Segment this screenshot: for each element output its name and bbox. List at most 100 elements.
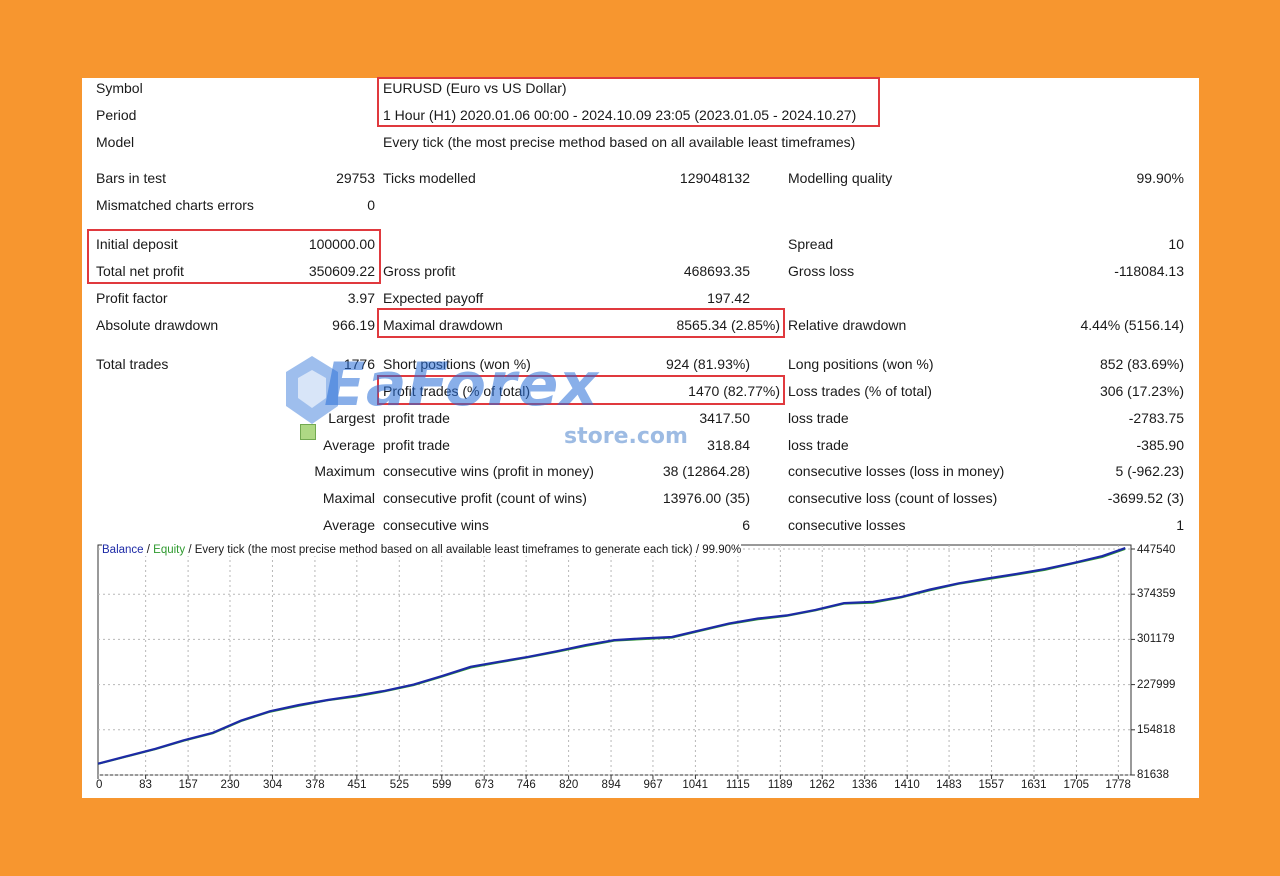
grossloss-label: Gross loss	[788, 263, 855, 279]
x-tick-label: 746	[516, 779, 536, 791]
y-tick-label: 301179	[1137, 633, 1175, 646]
absdd-label: Absolute drawdown	[96, 317, 219, 333]
pf-value: 3.97	[347, 290, 375, 306]
x-tick-label: 1115	[725, 779, 750, 791]
maxdd-label: Maximal drawdown	[383, 317, 503, 333]
x-tick-label: 378	[305, 779, 325, 791]
x-tick-label: 820	[559, 779, 579, 791]
short-label: Short positions (won %)	[383, 356, 531, 372]
avg-losses-value: 1	[1176, 517, 1184, 533]
maxdd-value: 8565.34 (2.85%)	[676, 317, 780, 333]
x-tick-label: 1778	[1105, 779, 1131, 791]
x-tick-label: 157	[178, 779, 198, 791]
avg-wins-value: 6	[742, 517, 750, 533]
x-tick-label: 1041	[682, 779, 708, 791]
symbol-label: Symbol	[96, 80, 143, 96]
netprofit-label: Total net profit	[96, 263, 184, 279]
long-value: 852 (83.69%)	[1099, 356, 1184, 372]
period-value: 1 Hour (H1) 2020.01.06 00:00 - 2024.10.0…	[383, 107, 857, 123]
trades-label: Total trades	[96, 356, 169, 372]
max-losses-label: consecutive losses (loss in money)	[788, 463, 1005, 479]
legend-description: / Every tick (the most precise method ba…	[185, 544, 742, 556]
x-tick-label: 1410	[894, 779, 920, 791]
ticks-value: 129048132	[679, 170, 750, 186]
max-wins-value: 38 (12864.28)	[662, 463, 750, 479]
spread-value: 10	[1168, 236, 1184, 252]
grossprofit-value: 468693.35	[683, 263, 750, 279]
x-tick-label: 1705	[1063, 779, 1090, 791]
mismatch-value: 0	[367, 197, 375, 213]
max-wins-label: consecutive wins (profit in money)	[383, 463, 594, 479]
symbol-value: EURUSD (Euro vs US Dollar)	[383, 80, 567, 96]
x-tick-label: 83	[139, 779, 152, 791]
average-loss-value: -385.90	[1136, 437, 1184, 453]
trades-value: 1776	[343, 356, 375, 372]
payoff-value: 197.42	[707, 290, 750, 306]
maximal-profit-value: 13976.00 (35)	[662, 490, 750, 506]
reldd-label: Relative drawdown	[788, 317, 907, 333]
chart-legend: Balance / Equity / Every tick (the most …	[102, 544, 742, 556]
y-tick-label: 374359	[1137, 588, 1176, 601]
model-value: Every tick (the most precise method base…	[383, 134, 856, 150]
maximal-label: Maximal	[322, 490, 375, 506]
loss-trades-value: 306 (17.23%)	[1099, 383, 1184, 399]
maximal-profit-label: consecutive profit (count of wins)	[383, 490, 587, 506]
largest-loss-value: -2783.75	[1128, 410, 1184, 426]
average-label: Average	[323, 437, 375, 453]
grossprofit-label: Gross profit	[383, 263, 456, 279]
report-panel: Symbol EURUSD (Euro vs US Dollar) Period…	[82, 77, 1199, 798]
grossloss-value: -118084.13	[1114, 263, 1184, 279]
quality-value: 99.90%	[1136, 170, 1184, 186]
period-label: Period	[96, 107, 137, 123]
x-tick-label: 1189	[767, 779, 793, 791]
largest-loss-label: loss trade	[788, 410, 849, 426]
maximal-loss-label: consecutive loss (count of losses)	[788, 490, 998, 506]
absdd-value: 966.19	[332, 317, 375, 333]
x-tick-label: 599	[432, 779, 452, 791]
spread-label: Spread	[788, 236, 834, 252]
avg-losses-label: consecutive losses	[788, 517, 906, 533]
loss-trades-label: Loss trades (% of total)	[788, 383, 932, 399]
average-profit-label: profit trade	[383, 437, 450, 453]
x-tick-label: 451	[347, 779, 367, 791]
x-tick-label: 0	[96, 779, 103, 791]
largest-profit-value: 3417.50	[699, 410, 750, 426]
series-line-balance	[97, 547, 1126, 765]
profit-trades-label: Profit trades (% of total)	[383, 383, 531, 399]
maximal-loss-value: -3699.52 (3)	[1107, 490, 1184, 506]
x-tick-label: 894	[601, 779, 621, 791]
largest-label: Largest	[328, 410, 375, 426]
initial-value: 100000.00	[308, 236, 375, 252]
x-tick-label: 1262	[809, 779, 835, 791]
legend-separator: /	[143, 544, 154, 556]
profit-trades-value: 1470 (82.77%)	[688, 383, 780, 399]
x-tick-label: 967	[643, 779, 663, 791]
bars-value: 29753	[336, 170, 375, 186]
model-label: Model	[96, 134, 135, 150]
average-profit-value: 318.84	[707, 437, 750, 453]
y-tick-label: 154818	[1137, 723, 1176, 736]
largest-profit-label: profit trade	[383, 410, 450, 426]
average-loss-label: loss trade	[788, 437, 849, 453]
max-losses-value: 5 (-962.23)	[1115, 463, 1184, 479]
x-tick-label: 673	[474, 779, 494, 791]
x-tick-label: 525	[389, 779, 409, 791]
balance-chart: Balance / Equity / Every tick (the most …	[96, 543, 1186, 793]
initial-label: Initial deposit	[96, 236, 178, 252]
reldd-value: 4.44% (5156.14)	[1080, 317, 1184, 333]
legend-balance: Balance	[102, 544, 144, 556]
pf-label: Profit factor	[96, 290, 168, 306]
y-tick-label: 81638	[1137, 769, 1169, 781]
mismatch-label: Mismatched charts errors	[96, 197, 254, 213]
x-tick-label: 1483	[936, 779, 962, 791]
y-tick-label: 447540	[1137, 544, 1176, 556]
y-tick-label: 227999	[1137, 678, 1176, 691]
ticks-label: Ticks modelled	[383, 170, 476, 186]
x-tick-label: 1631	[1021, 779, 1047, 791]
quality-label: Modelling quality	[788, 170, 893, 186]
x-tick-label: 230	[220, 779, 240, 791]
chart-svg	[97, 544, 1135, 779]
avg-wins-label: consecutive wins	[383, 517, 489, 533]
maximum-label: Maximum	[314, 463, 375, 479]
payoff-label: Expected payoff	[383, 290, 484, 306]
